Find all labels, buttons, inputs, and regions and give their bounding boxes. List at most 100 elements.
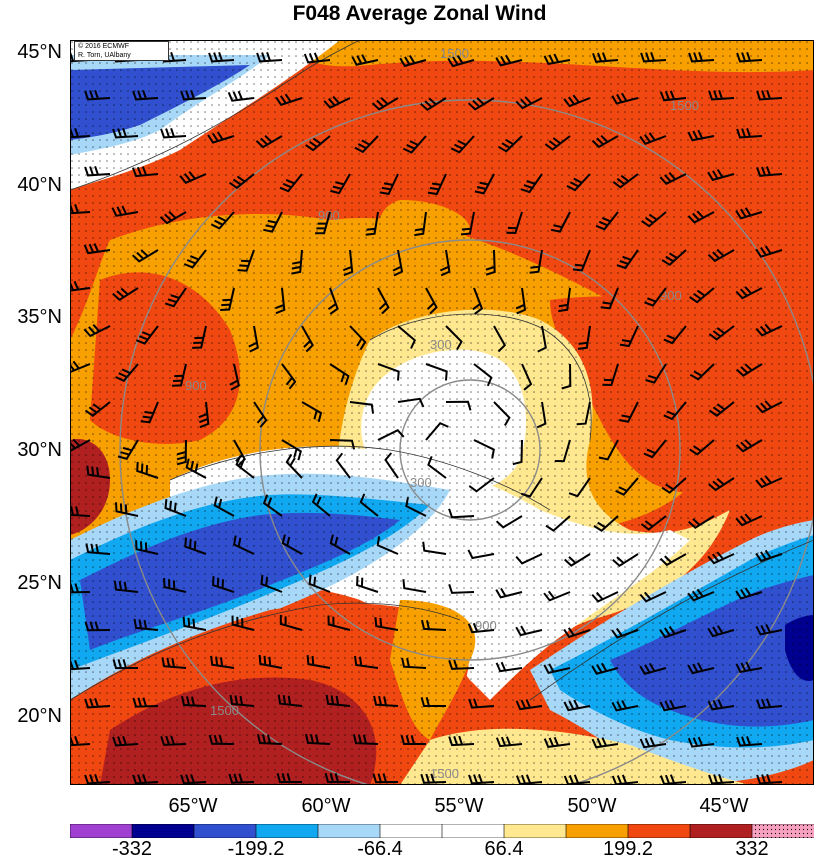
- wind-barb-24: [515, 96, 543, 110]
- wind-barb-285: [84, 773, 111, 785]
- contour-label-900b: 900: [185, 378, 207, 393]
- wind-barb-93: [220, 287, 235, 311]
- wind-barb-97: [425, 287, 438, 315]
- wind-barb-137: [198, 401, 210, 429]
- wind-barb-48: [229, 173, 255, 190]
- wind-barb-242: [161, 657, 187, 669]
- wind-barb-4: [256, 51, 283, 63]
- wind-barb-125: [329, 363, 350, 386]
- stipple-overlay: [70, 40, 814, 785]
- wind-barb-208: [707, 551, 735, 565]
- wind-barb-114: [537, 325, 547, 353]
- wind-barb-250: [543, 663, 571, 674]
- wind-barb-73: [687, 210, 715, 224]
- wind-barb-271: [112, 735, 139, 747]
- wind-barb-56: [612, 173, 639, 189]
- wind-barb-216: [356, 576, 379, 593]
- wind-barb-156: [377, 428, 405, 441]
- wind-barb-139: [301, 401, 323, 422]
- wind-barb-25: [563, 94, 591, 108]
- wind-barb-168: [235, 455, 255, 479]
- wind-barb-167: [185, 458, 207, 479]
- wind-barb-281: [591, 737, 619, 749]
- wind-barb-204: [515, 553, 543, 565]
- wind-barb-59: [756, 166, 783, 177]
- wind-barb-110: [349, 325, 367, 351]
- wind-barb-163: [689, 439, 715, 456]
- wind-barb-258: [229, 694, 255, 707]
- wind-barb-117: [663, 325, 687, 345]
- wind-barb-175: [568, 477, 591, 498]
- wind-barb-121: [115, 363, 139, 383]
- wind-barb-86: [616, 249, 639, 270]
- wind-barb-111: [397, 325, 417, 349]
- wind-barb-255: [84, 697, 111, 709]
- wind-barb-72: [641, 211, 667, 228]
- wind-barb-16: [132, 89, 159, 101]
- wind-barb-99: [515, 287, 527, 315]
- wind-barb-225: [84, 621, 111, 632]
- wind-barb-18: [227, 90, 255, 102]
- wind-barb-17: [180, 89, 207, 101]
- colorbar-cell-6: [441, 824, 505, 838]
- wind-barb-272: [160, 735, 187, 746]
- wind-barb-227: [182, 616, 207, 631]
- wind-barb-44: [736, 127, 763, 139]
- wind-barb-57: [659, 172, 687, 186]
- wind-barb-89: [755, 245, 783, 258]
- wind-barb-212: [163, 578, 187, 593]
- wind-barb-256: [132, 697, 159, 708]
- wind-barb-32: [160, 127, 187, 139]
- colorbar-cell-0: [70, 824, 133, 838]
- wind-barb-214: [260, 574, 283, 593]
- wind-barb-229: [279, 615, 303, 631]
- wind-barb-26: [611, 92, 639, 105]
- wind-barb-29: [756, 89, 783, 101]
- wind-barb-142: [445, 400, 472, 411]
- colorbar-label-4: 199.2: [602, 838, 654, 860]
- wind-barb-194: [735, 513, 763, 527]
- wind-barb-77: [183, 249, 207, 269]
- wind-barb-131: [602, 363, 619, 387]
- wind-barb-287: [180, 773, 207, 785]
- wind-barb-91: [112, 287, 139, 302]
- wind-barb-140: [349, 401, 375, 414]
- radius-rings: [119, 99, 814, 785]
- wind-barb-53: [474, 173, 495, 195]
- wind-barb-282: [639, 737, 667, 749]
- wind-barb-162: [643, 439, 667, 459]
- wind-barb-129: [521, 363, 533, 391]
- wind-barb-228: [231, 615, 255, 631]
- wind-barb-218: [448, 583, 475, 594]
- wind-barb-141: [397, 397, 425, 408]
- wind-barb-253: [687, 662, 715, 675]
- wind-barb-7: [399, 54, 427, 68]
- contour-label-900c: 900: [660, 288, 682, 303]
- wind-barb-148: [708, 401, 735, 417]
- wind-barb-74: [735, 207, 763, 220]
- wind-barb-115: [577, 325, 591, 350]
- wind-barb-10: [543, 53, 571, 66]
- wind-barb-198: [232, 535, 255, 555]
- colorbar-label-1: -199.2: [227, 838, 285, 860]
- wind-barb-64: [263, 211, 283, 233]
- colorbar-cell-7: [503, 824, 567, 838]
- wind-barb-278: [448, 735, 475, 747]
- wind-barb-183: [213, 496, 235, 517]
- wind-barb-184: [262, 494, 283, 517]
- wind-barb-14: [736, 51, 763, 63]
- lat-label-30n: 30°N: [17, 439, 62, 461]
- credit-line-1: © 2016 ECMWF: [78, 43, 130, 50]
- wind-barb-197: [184, 537, 207, 555]
- wind-barb-293: [468, 773, 495, 785]
- wind-barb-236: [611, 627, 639, 639]
- wind-barb-33: [207, 131, 235, 144]
- wind-barb-178: [708, 477, 735, 492]
- wind-barb-107: [192, 325, 207, 349]
- wind-barb-20: [323, 95, 351, 109]
- wind-barb-161: [598, 439, 619, 461]
- wind-barb-187: [405, 497, 427, 517]
- wind-barb-164: [735, 439, 763, 453]
- wind-barb-195: [85, 543, 111, 555]
- wind-barb-203: [467, 549, 495, 560]
